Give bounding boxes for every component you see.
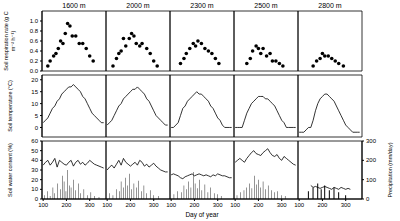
svg-text:200: 200 <box>366 157 377 163</box>
svg-text:50: 50 <box>31 148 38 154</box>
svg-text:5: 5 <box>35 113 39 119</box>
svg-text:300: 300 <box>366 138 377 144</box>
svg-text:300: 300 <box>277 202 288 208</box>
svg-text:200: 200 <box>253 202 264 208</box>
html-text:Soil water content (%): Soil water content (%) <box>6 143 13 197</box>
html-text:Soil respiration rate (g C m⁻²: Soil respiration rate (g C m⁻² h⁻¹) <box>3 11 16 71</box>
svg-text:0.2: 0.2 <box>30 58 39 64</box>
svg-text:100: 100 <box>366 177 377 183</box>
svg-text:100: 100 <box>102 202 113 208</box>
svg-text:20: 20 <box>31 177 38 183</box>
svg-text:200: 200 <box>125 202 136 208</box>
svg-text:0: 0 <box>35 196 39 202</box>
html-text:2800 m: 2800 m <box>318 2 342 9</box>
svg-text:1.0: 1.0 <box>30 18 39 24</box>
svg-text:60: 60 <box>31 138 38 144</box>
svg-text:100: 100 <box>294 202 305 208</box>
svg-text:100: 100 <box>38 202 49 208</box>
svg-text:0.6: 0.6 <box>30 38 39 44</box>
html-text:Day of year: Day of year <box>185 211 219 218</box>
svg-text:300: 300 <box>85 202 96 208</box>
svg-text:0.0: 0.0 <box>30 68 39 74</box>
html-text:Precipitation (mm/day): Precipitation (mm/day) <box>386 142 393 198</box>
svg-text:100: 100 <box>166 202 177 208</box>
svg-text:200: 200 <box>61 202 72 208</box>
html-text:1600 m: 1600 m <box>62 2 86 9</box>
html-text:2000 m: 2000 m <box>126 2 150 9</box>
svg-text:30: 30 <box>31 167 38 173</box>
svg-text:0: 0 <box>35 125 39 131</box>
svg-text:300: 300 <box>341 202 352 208</box>
svg-text:10: 10 <box>31 101 38 107</box>
svg-text:15: 15 <box>31 89 38 95</box>
html-text:2300 m: 2300 m <box>190 2 214 9</box>
svg-text:20: 20 <box>31 77 38 83</box>
html-text:2500 m: 2500 m <box>254 2 278 9</box>
svg-text:300: 300 <box>149 202 160 208</box>
svg-text:0.4: 0.4 <box>30 48 39 54</box>
svg-text:200: 200 <box>189 202 200 208</box>
svg-text:0.8: 0.8 <box>30 28 39 34</box>
svg-text:0: 0 <box>366 196 370 202</box>
html-text:Soil temperature (°C): Soil temperature (°C) <box>6 80 13 132</box>
svg-text:10: 10 <box>31 186 38 192</box>
svg-text:300: 300 <box>213 202 224 208</box>
svg-text:40: 40 <box>31 157 38 163</box>
svg-text:100: 100 <box>230 202 241 208</box>
svg-text:200: 200 <box>317 202 328 208</box>
